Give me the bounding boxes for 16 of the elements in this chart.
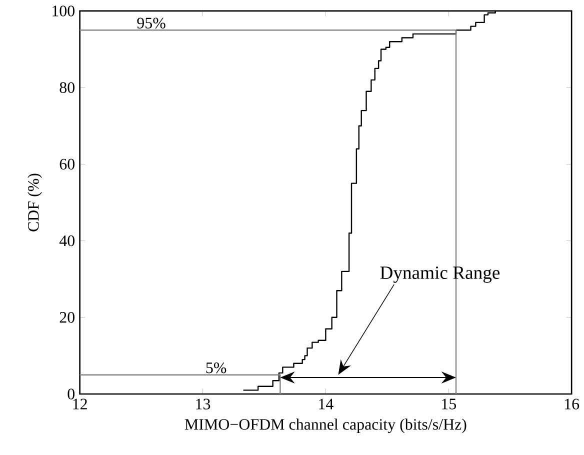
y-tick-label: 20 — [60, 312, 74, 323]
y-tick-label: 0 — [68, 388, 74, 400]
y-axis-title: CDF (%) — [28, 174, 42, 232]
annotation: Dynamic Range — [380, 266, 500, 283]
x-axis-title: MIMO−OFDM channel capacity (bits/s/Hz) — [184, 418, 466, 434]
x-tick-label: 16 — [564, 398, 580, 410]
annotation: 95% — [137, 18, 166, 29]
x-tick-label: 12 — [73, 398, 87, 410]
x-tick-label: 15 — [442, 398, 456, 410]
y-tick-label: 100 — [52, 6, 74, 16]
y-tick-label: 80 — [60, 82, 74, 94]
x-tick-label: 14 — [319, 398, 334, 410]
y-tick-label: 60 — [60, 158, 74, 170]
annotation: 5% — [206, 362, 226, 374]
x-tick-label: 13 — [196, 398, 210, 410]
y-tick-label: 40 — [59, 235, 74, 246]
